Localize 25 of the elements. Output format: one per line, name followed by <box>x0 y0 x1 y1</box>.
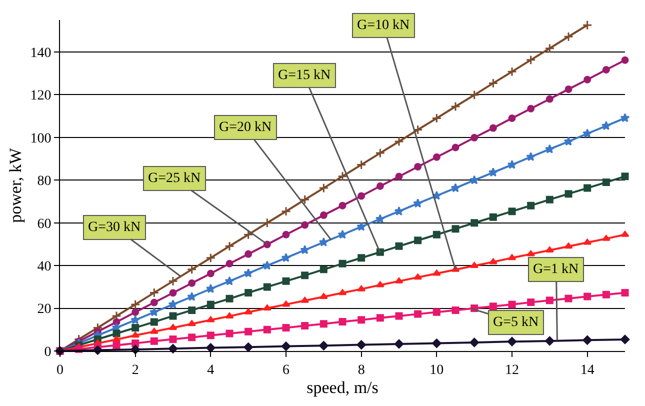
y-tick-label: 140 <box>30 46 52 61</box>
x-tick-label: 2 <box>132 362 139 378</box>
y-tick-label: 0 <box>44 344 52 360</box>
x-tick-label: 6 <box>282 362 290 378</box>
y-tick-label: 40 <box>37 259 52 274</box>
x-tick-label: 4 <box>207 362 214 378</box>
y-tick-label: 100 <box>30 131 52 146</box>
annotation: G=5 kN <box>493 315 539 330</box>
annotation: G=20 kN <box>219 120 272 135</box>
x-tick-label: 14 <box>580 362 594 378</box>
annotation: G=15 kN <box>278 68 331 83</box>
x-tick-label: 8 <box>358 362 365 378</box>
annotation: G=1 kN <box>533 262 579 277</box>
x-tick-label: 0 <box>56 362 64 378</box>
annotation: G=10 kN <box>357 18 410 33</box>
x-tick-label: 12 <box>505 362 519 378</box>
y-tick-label: 20 <box>37 302 52 318</box>
y-axis-title: power, kW <box>6 147 25 223</box>
x-tick-label: 10 <box>430 362 444 378</box>
y-tick-label: 120 <box>30 88 52 104</box>
x-axis-title: speed, m/s <box>306 378 378 398</box>
y-tick-label: 60 <box>37 216 52 232</box>
y-tick-label: 80 <box>37 174 52 190</box>
annotation: G=25 kN <box>148 171 201 186</box>
annotation: G=30 kN <box>88 220 141 235</box>
